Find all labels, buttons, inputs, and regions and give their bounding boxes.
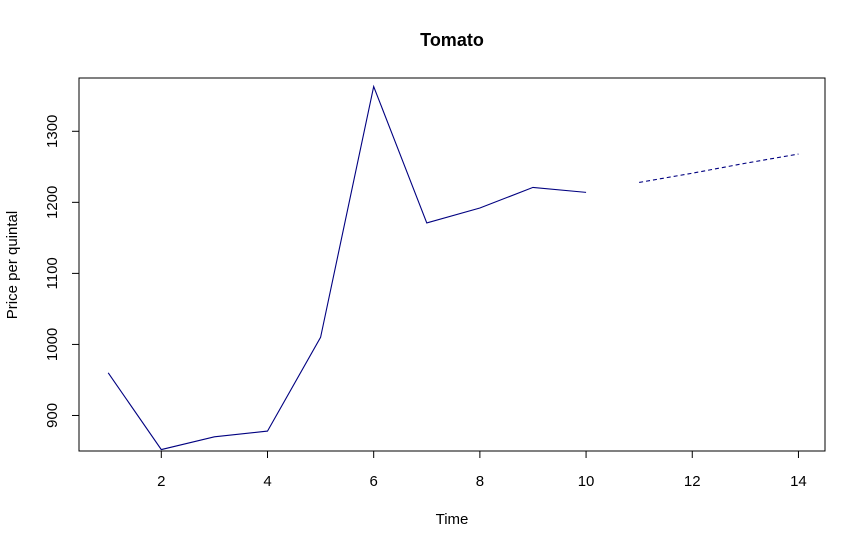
plot-frame	[78, 77, 826, 452]
series-layer	[107, 84, 799, 451]
x-tick-label: 12	[684, 473, 701, 490]
y-axis-label: Price per quintal	[4, 211, 21, 319]
y-tick-label: 1200	[44, 186, 61, 219]
y-tick-label: 1300	[44, 115, 61, 148]
y-axis: 900 1000 1100 1200 1300	[44, 115, 80, 428]
observed-series-line	[107, 84, 587, 451]
forecast-series-line	[639, 153, 799, 183]
x-tick-label: 10	[578, 473, 595, 490]
x-tick-label: 4	[263, 473, 271, 490]
x-tick-label: 2	[157, 473, 165, 490]
chart-title: Tomato	[420, 30, 484, 50]
y-tick-label: 1000	[44, 328, 61, 361]
x-tick-label: 14	[790, 473, 807, 490]
y-tick-label: 900	[44, 403, 61, 428]
y-tick-label: 1100	[44, 257, 61, 289]
x-tick-label: 6	[370, 473, 378, 490]
x-axis: 2 4 6 8 10 12 14	[157, 450, 807, 490]
x-tick-label: 8	[476, 473, 484, 490]
x-axis-label: Time	[436, 511, 469, 528]
